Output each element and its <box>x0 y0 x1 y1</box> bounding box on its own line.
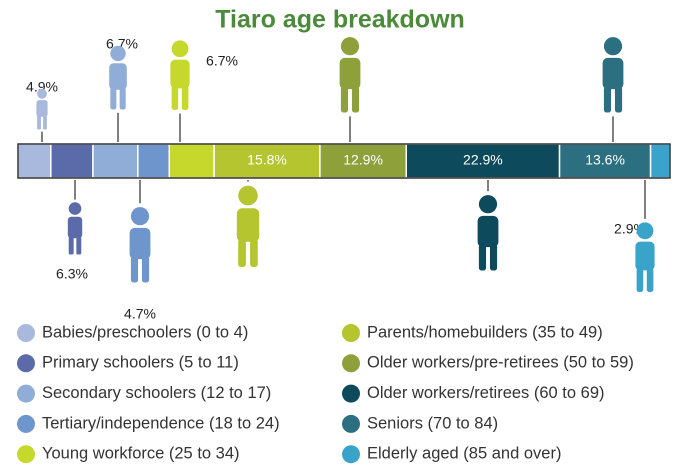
data-label: 4.9% <box>26 79 58 95</box>
chart-title: Tiaro age breakdown <box>215 6 465 34</box>
pictogram-leg <box>238 239 246 267</box>
pictogram <box>635 222 655 292</box>
pictogram-leg <box>478 244 487 271</box>
pictogram-body <box>635 241 655 271</box>
pictogram-body <box>602 57 624 90</box>
pictogram-body <box>236 208 260 242</box>
pictogram-head <box>603 37 623 56</box>
legend-label: Primary schoolers (5 to 11) <box>42 354 239 372</box>
bar-segment <box>558 143 652 179</box>
legend-label: Seniors (70 to 84) <box>367 414 498 432</box>
pictogram <box>236 185 260 267</box>
data-label: 22.9% <box>463 152 503 168</box>
pictogram-leg <box>340 86 349 113</box>
pictogram <box>170 40 190 110</box>
pictogram-leg <box>489 244 498 271</box>
bar-segment <box>17 143 52 179</box>
data-label: 6.3% <box>56 266 88 282</box>
pictogram-body <box>477 215 499 248</box>
pictogram-leg <box>110 87 117 110</box>
legend-swatch <box>17 384 35 403</box>
bar-segment <box>92 143 139 179</box>
pictogram-body <box>129 227 151 260</box>
legend-swatch <box>17 354 35 373</box>
legend-swatch <box>342 414 360 433</box>
legend-label: Babies/preschoolers (0 to 4) <box>42 323 248 341</box>
legend-swatch <box>342 354 360 373</box>
data-label: 12.9% <box>343 152 383 168</box>
data-label: 13.6% <box>585 152 625 168</box>
data-label: 15.8% <box>247 152 287 168</box>
pictogram <box>36 88 48 130</box>
legend-label: Older workers/pre-retirees (50 to 59) <box>367 354 634 372</box>
legend-label: Elderly aged (85 and over) <box>367 445 561 463</box>
pictogram <box>129 207 151 283</box>
data-label: 4.7% <box>124 306 156 322</box>
pictogram-leg <box>603 86 612 113</box>
pictogram-head <box>636 222 654 240</box>
pictogram-head <box>37 88 47 99</box>
legend-swatch <box>342 384 360 403</box>
pictogram <box>477 195 499 271</box>
pictogram-body <box>36 100 48 117</box>
pictogram <box>339 37 361 113</box>
pictogram-head <box>238 185 258 206</box>
pictogram-leg <box>37 115 41 130</box>
pictogram-leg <box>351 86 360 113</box>
pictogram-leg <box>76 236 82 255</box>
pictogram-leg <box>171 86 179 110</box>
data-label: 6.7% <box>206 53 238 69</box>
pictogram <box>109 45 127 110</box>
legend-swatch <box>17 414 35 433</box>
pictogram-head <box>171 40 189 58</box>
legend-label: Young workforce (25 to 34) <box>42 445 240 463</box>
pictogram-leg <box>614 86 623 113</box>
pictogram-body <box>109 63 127 90</box>
pictogram-body <box>170 59 190 89</box>
legend-label: Secondary schoolers (12 to 17) <box>42 384 271 402</box>
pictogram-leg <box>646 268 654 292</box>
pictogram <box>67 202 83 255</box>
pictogram-head <box>478 195 498 214</box>
pictogram <box>602 37 624 113</box>
bar-segment <box>50 143 94 179</box>
pictogram-leg <box>119 87 126 110</box>
pictogram-leg <box>636 268 644 292</box>
legend-label: Tertiary/independence (18 to 24) <box>42 414 280 432</box>
pictogram-leg <box>68 236 74 255</box>
pictogram-leg <box>181 86 189 110</box>
pictogram-head <box>130 207 150 226</box>
pictogram-body <box>339 57 361 90</box>
pictogram-leg <box>130 256 139 283</box>
bar-outline <box>17 143 671 179</box>
bar-segment <box>137 143 171 179</box>
legend-label: Older workers/retirees (60 to 69) <box>367 384 605 402</box>
pictogram-head <box>340 37 360 56</box>
pictogram-body <box>67 216 83 239</box>
pictogram-leg <box>250 239 258 267</box>
bar-segment <box>649 143 671 179</box>
legend-swatch <box>17 445 35 464</box>
pictogram-leg <box>43 115 47 130</box>
pictogram-leg <box>141 256 150 283</box>
bar-segment <box>168 143 215 179</box>
pictogram-head <box>68 202 82 215</box>
legend-label: Parents/homebuilders (35 to 49) <box>367 323 603 341</box>
pictogram-head <box>110 45 126 62</box>
legend-swatch <box>17 324 35 342</box>
legend-swatch <box>342 324 360 342</box>
legend-swatch <box>342 445 360 464</box>
